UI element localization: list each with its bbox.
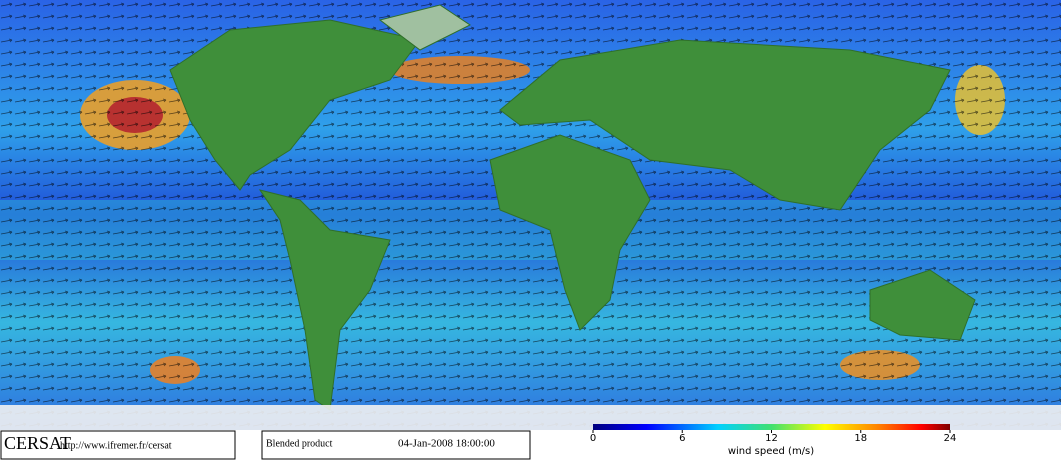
url: http://www.ifremer.fr/cersat xyxy=(60,440,172,451)
colorbar-tick-label: 12 xyxy=(765,433,778,444)
logo-box xyxy=(0,430,236,460)
date: 04-Jan-2008 18:00:00 xyxy=(398,438,495,450)
logo: CERSAT xyxy=(4,433,71,453)
colorbar-label: wind speed (m/s) xyxy=(728,446,814,457)
colorbar-tick-label: 18 xyxy=(854,433,867,444)
continents xyxy=(169,4,976,411)
colorbar-tick-label: 0 xyxy=(590,433,596,444)
product: Blended product xyxy=(266,438,333,449)
colorbar-tick-label: 6 xyxy=(679,433,685,444)
colorbar-tick-label: 24 xyxy=(944,433,957,444)
product-box xyxy=(261,430,531,460)
colorbar xyxy=(593,424,950,430)
